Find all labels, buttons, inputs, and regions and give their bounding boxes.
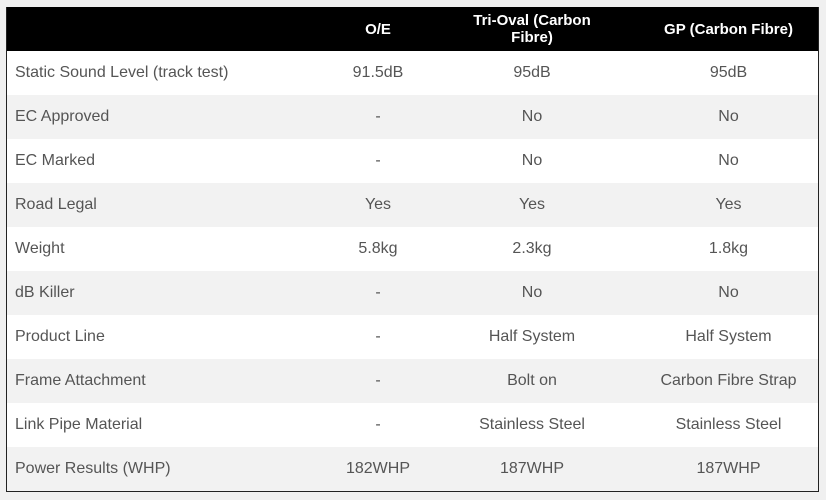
table-cell: Carbon Fibre Strap — [660, 372, 797, 389]
row-label: Road Legal — [15, 196, 97, 213]
table-cell: Yes — [715, 196, 742, 213]
row-label: dB Killer — [15, 284, 75, 301]
table-cell: Half System — [488, 328, 576, 345]
table-cell: - — [375, 108, 381, 125]
comparison-table: O/E Tri-Oval (Carbon Fibre) GP (Carbon F… — [6, 7, 819, 492]
table-cell: No — [718, 284, 739, 301]
header-cell: GP (Carbon Fibre) — [664, 20, 793, 38]
table-cell: Stainless Steel — [675, 416, 782, 433]
table-cell: - — [375, 328, 381, 345]
table-row: Weight 5.8kg 2.3kg 1.8kg — [7, 227, 818, 271]
table-row: Frame Attachment - Bolt on Carbon Fibre Str… — [7, 359, 818, 403]
table-header: O/E Tri-Oval (Carbon Fibre) GP (Carbon F… — [7, 7, 818, 51]
table-row: EC Approved - No No — [7, 95, 818, 139]
table-cell: - — [375, 372, 381, 389]
table-cell: - — [375, 416, 381, 433]
table-cell: No — [521, 152, 543, 169]
table-cell: Bolt on — [507, 372, 557, 389]
row-label: Frame Attachment — [15, 372, 146, 389]
table-row: Power Results (WHP) 182WHP 187WHP 187WHP — [7, 447, 818, 491]
row-label: EC Approved — [15, 108, 110, 125]
table-cell: 187WHP — [696, 460, 761, 477]
table-cell: - — [375, 152, 381, 169]
row-label: Product Line — [15, 328, 105, 345]
table-cell: 2.3kg — [512, 240, 552, 257]
row-label: Link Pipe Material — [15, 416, 143, 433]
table-row: EC Marked - No No — [7, 139, 818, 183]
row-label: EC Marked — [15, 152, 96, 169]
table-cell: Yes — [364, 196, 392, 213]
table-cell: 187WHP — [499, 460, 565, 477]
table-cell: 1.8kg — [708, 240, 749, 257]
table-cell: No — [521, 108, 543, 125]
table-cell: 95dB — [513, 64, 551, 81]
table-cell: No — [718, 152, 739, 169]
row-label: Weight — [15, 240, 65, 257]
row-label: Static Sound Level (track test) — [15, 64, 229, 81]
table-row: Product Line - Half System Half System — [7, 315, 818, 359]
table-cell: No — [521, 284, 543, 301]
table-cell: 182WHP — [345, 460, 411, 477]
header-cell: Tri-Oval (Carbon Fibre) — [473, 12, 591, 46]
row-label: Power Results (WHP) — [15, 460, 171, 477]
table-cell: Stainless Steel — [479, 416, 585, 433]
table-cell: 91.5dB — [352, 64, 404, 81]
table-row: Static Sound Level (track test) 91.5dB 95d… — [7, 51, 818, 95]
table-row: Link Pipe Material - Stainless Steel Stainl… — [7, 403, 818, 447]
table-row: Road Legal Yes Yes Yes — [7, 183, 818, 227]
table-cell: 95dB — [709, 64, 748, 81]
table-cell: 5.8kg — [358, 240, 398, 257]
table-cell: Half System — [685, 328, 772, 345]
table-cell: No — [718, 108, 739, 125]
table-cell: Yes — [518, 196, 546, 213]
table-cell: - — [375, 284, 381, 301]
table-row: dB Killer - No No — [7, 271, 818, 315]
header-cell: O/E — [365, 20, 391, 38]
